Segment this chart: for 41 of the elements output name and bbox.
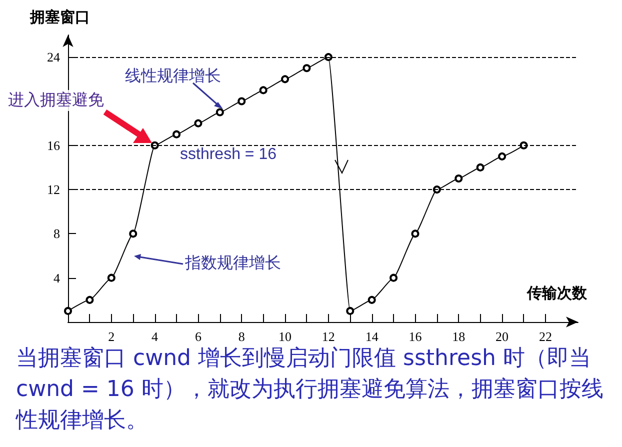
x-tick-label: 16: [408, 329, 422, 344]
point: [498, 152, 506, 160]
point: [86, 296, 94, 304]
point: [64, 306, 72, 315]
x-tick-label: 6: [194, 329, 202, 344]
y-tick-label: 16: [47, 138, 60, 153]
y-tick-label: 8: [54, 226, 60, 242]
x-tick-label: 14: [365, 329, 379, 344]
annotation: 线性规律增长: [125, 66, 221, 87]
x-tick-label: 8: [238, 329, 245, 344]
x-tick-label: 4: [152, 329, 159, 344]
point: [302, 64, 311, 72]
point: [454, 174, 463, 182]
point: [476, 163, 484, 172]
x-tick-label: 2: [108, 329, 115, 344]
x-tick-label: 20: [496, 329, 509, 344]
point: [346, 306, 354, 315]
x-tick-label: 18: [452, 329, 466, 344]
x-tick-label: 12: [322, 329, 335, 344]
annotation: 指数规律增长: [185, 253, 281, 274]
point: [129, 230, 138, 238]
y-tick-label: 12: [47, 182, 60, 198]
point: [368, 296, 376, 304]
text: 当拥塞窗口 cwnd 增长到慢启动门限值 ssthresh 时（即当 cwnd = 16 时），就改为执行拥塞避免算法，拥塞窗口按线性规律增长。: [16, 345, 604, 435]
annotation: 进入拥塞避免: [8, 90, 104, 111]
point: [107, 274, 116, 282]
x-axis-title: 传输次数: [527, 284, 587, 303]
point: [172, 130, 181, 138]
point: [390, 274, 398, 282]
point: [411, 230, 420, 238]
point: [281, 75, 290, 84]
point: [194, 119, 202, 128]
point: [216, 108, 224, 116]
point: [238, 97, 246, 106]
y-axis-title: 拥塞窗口: [30, 9, 90, 27]
y-tick-label: 4: [54, 270, 60, 286]
point: [259, 86, 268, 94]
y-tick-label: 24: [47, 50, 60, 65]
x-tick-label: 22: [538, 329, 552, 344]
x-tick-label: 10: [278, 329, 292, 344]
annotation: ssthresh = 16: [180, 146, 276, 164]
